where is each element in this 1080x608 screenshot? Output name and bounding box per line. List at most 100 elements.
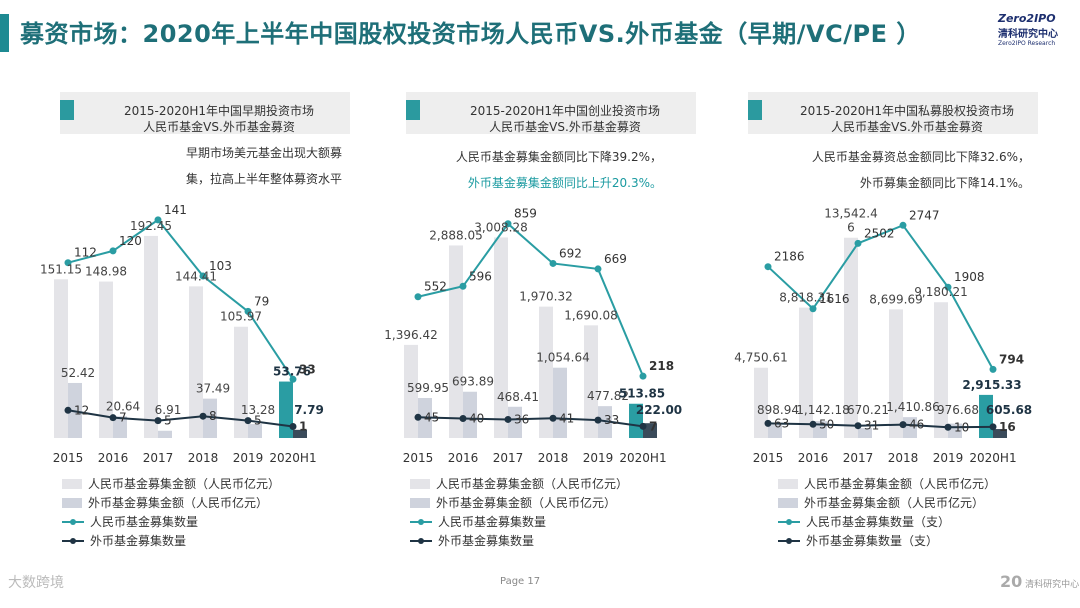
panel-title-marker — [406, 100, 420, 120]
data-label-rmb-amount: 151.15 — [40, 262, 82, 276]
bar-rmb-amount — [404, 344, 418, 438]
chart-vc: 2015 2016 2017 2018 2019 2020H1 1,396.42 599.95… — [384, 207, 682, 465]
data-label-usd-count: 45 — [424, 410, 439, 424]
data-label-usd-amount: 1,410.86 — [886, 400, 939, 414]
data-label-usd-amount: 599.95 — [407, 381, 449, 395]
footer-brand: 20 清科研究中心 — [1000, 572, 1079, 591]
line-rmb-count — [417, 222, 644, 377]
data-label-usd-amount: 605.68 — [986, 403, 1032, 417]
data-label-rmb-amount: 53.76 — [273, 365, 311, 379]
panel-title: 2015-2020H1年中国创业投资市场 人民币基金VS.外币基金募资 — [430, 103, 700, 135]
note-line: 人民币基金募集金额同比下降39.2%， — [455, 150, 662, 164]
panel-title-line2: 人民币基金VS.外币基金募资 — [489, 120, 641, 134]
bar-rmb-amount — [844, 237, 858, 438]
note-line: 集，拉高上半年整体募资水平 — [185, 172, 342, 186]
bar-rmb-amount — [189, 286, 203, 438]
data-label-rmb-amount: 4,750.61 — [734, 351, 787, 365]
line-usd-count-point — [899, 421, 907, 429]
data-label-rmb-count: 141 — [164, 203, 187, 217]
panel-title: 2015-2020H1年中国早期投资市场 人民币基金VS.外币基金募资 — [84, 103, 354, 135]
legend-label: 外币基金募集金额（人民币亿元） — [436, 496, 617, 510]
data-label-rmb-amount: 105.97 — [220, 310, 262, 324]
panel-title-box: 2015-2020H1年中国创业投资市场 人民币基金VS.外币基金募资 — [406, 92, 696, 134]
data-label-usd-amount: 52.42 — [61, 366, 95, 380]
line-usd-count — [767, 422, 994, 429]
data-label-rmb-amount: 2,888.05 — [429, 228, 482, 242]
legend-swatch — [778, 497, 798, 508]
line-rmb-count-point — [764, 263, 772, 271]
data-label-rmb-amount: 1,970.32 — [519, 290, 572, 304]
legend-line — [62, 536, 84, 546]
bar-usd-amount — [248, 424, 262, 438]
line-rmb-count-point — [809, 305, 817, 313]
legend-label: 人民币基金募集数量 — [438, 515, 547, 529]
data-label-usd-amount: 222.00 — [636, 403, 682, 417]
x-tick-label: 2015 — [53, 451, 84, 465]
panel-title: 2015-2020H1年中国私募股权投资市场 人民币基金VS.外币基金募资 — [772, 103, 1042, 135]
line-rmb-count-point — [944, 283, 952, 291]
line-usd-count-point — [944, 423, 952, 431]
bar-rmb-amount — [449, 245, 463, 438]
x-tick-label: 2018 — [188, 451, 219, 465]
legend-line — [410, 517, 432, 527]
line-usd-count-point — [414, 413, 422, 421]
x-tick-label: 2020H1 — [269, 451, 316, 465]
data-label-usd-amount: 670.21 — [847, 403, 889, 417]
data-label-rmb-amount: 192.45 — [130, 219, 172, 233]
data-label-usd-count: 7 — [119, 411, 127, 425]
line-rmb-count-point — [899, 221, 907, 229]
data-label-usd-count: 1 — [299, 420, 307, 434]
data-label-rmb-amount: 1,396.42 — [384, 328, 437, 342]
chart-legend: 人民币基金募集金额（人民币亿元） 外币基金募集金额（人民币亿元） 人民币基金募集… — [62, 474, 280, 550]
data-label-usd-amount: 6.91 — [155, 403, 182, 417]
data-label-rmb-count: 692 — [559, 246, 582, 260]
legend-label: 人民币基金募集金额（人民币亿元） — [436, 477, 629, 491]
legend-line — [778, 536, 800, 546]
legend-label: 外币基金募集数量 — [90, 534, 187, 548]
data-label-rmb-amount: 9,180.21 — [914, 285, 967, 299]
line-rmb-count — [767, 224, 994, 370]
chart-panel-vc: 2015-2020H1年中国创业投资市场 人民币基金VS.外币基金募资 人民币基… — [372, 84, 702, 554]
data-label-rmb-amount: 1,690.08 — [564, 308, 617, 322]
legend-item-usd-amount: 外币基金募集金额（人民币亿元） — [778, 493, 996, 512]
data-label-usd-count: 10 — [954, 420, 969, 434]
line-rmb-count-point — [109, 247, 117, 255]
data-label-rmb-amount: 13,542.4 — [824, 207, 877, 221]
legend-label: 人民币基金募集数量 — [90, 515, 199, 529]
legend-line — [778, 517, 800, 527]
x-tick-label: 2018 — [888, 451, 919, 465]
line-usd-count-point — [809, 420, 817, 428]
footer-brand-mark: 20 — [1000, 572, 1023, 591]
line-rmb-count — [67, 218, 294, 380]
legend-label: 人民币基金募集数量（支） — [806, 515, 951, 529]
x-tick-label: 2015 — [403, 451, 434, 465]
data-label-usd-count: 16 — [999, 420, 1016, 434]
data-label-usd-count: 40 — [469, 411, 484, 425]
legend-item-usd-amount: 外币基金募集金额（人民币亿元） — [410, 493, 628, 512]
panel-note: 早期市场美元基金出现大额募 集，拉高上半年整体募资水平 — [122, 140, 342, 192]
x-tick-label: 2017 — [493, 451, 524, 465]
data-label-usd-count: 8 — [209, 409, 217, 423]
line-usd-count-point — [64, 406, 72, 414]
data-label-rmb-count: 218 — [649, 359, 674, 373]
data-label-rmb-amount: 6 — [847, 221, 855, 235]
panel-title-box: 2015-2020H1年中国早期投资市场 人民币基金VS.外币基金募资 — [60, 92, 350, 134]
data-label-usd-count: 36 — [514, 412, 529, 426]
line-rmb-count-point — [549, 259, 557, 267]
data-label-rmb-count: 596 — [469, 269, 492, 283]
line-usd-count-point — [244, 417, 252, 425]
line-usd-count — [417, 416, 644, 428]
x-tick-label: 2015 — [753, 451, 784, 465]
footer-brand-text: 清科研究中心 — [1025, 580, 1080, 590]
data-label-usd-amount: 13.28 — [241, 403, 275, 417]
bar-rmb-amount — [799, 307, 813, 438]
legend-item-usd-count: 外币基金募集数量（支） — [778, 531, 996, 550]
bar-usd-amount — [858, 428, 872, 438]
data-label-rmb-count: 1908 — [954, 270, 985, 284]
data-label-usd-amount: 37.49 — [196, 382, 230, 396]
data-label-usd-count: 7 — [649, 419, 657, 433]
bar-usd-amount — [768, 424, 782, 438]
x-tick-label: 2019 — [583, 451, 614, 465]
panel-title-marker — [60, 100, 74, 120]
line-rmb-count-point — [504, 220, 512, 228]
